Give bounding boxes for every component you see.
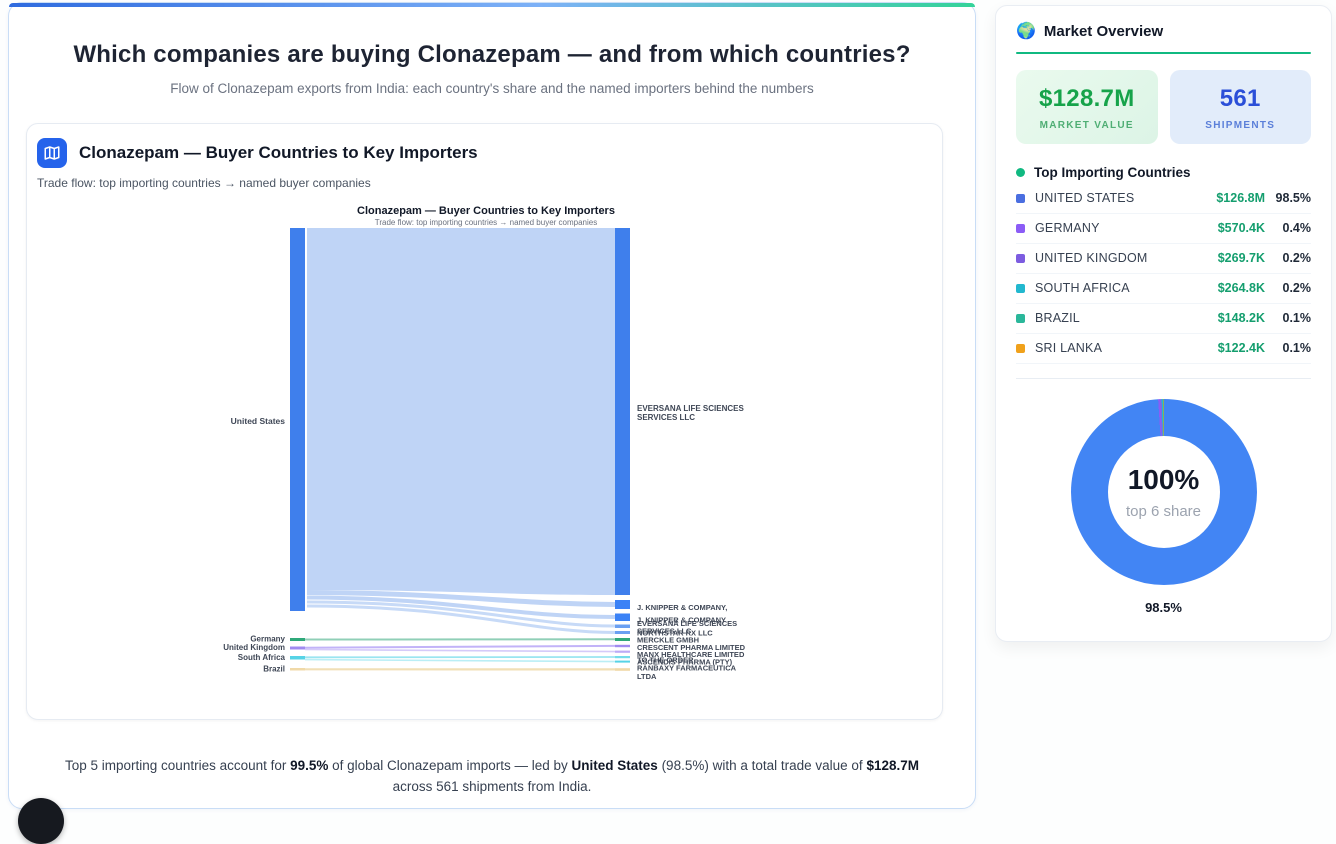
country-name: UNITED STATES	[1035, 191, 1206, 205]
globe-icon: 🌍	[1016, 24, 1036, 40]
label-eversana-line1: EVERSANA LIFE SCIENCES	[637, 404, 744, 413]
report-card: Which companies are buying Clonazepam — …	[8, 2, 976, 809]
country-value: $122.4K	[1218, 341, 1265, 355]
country-pct: 0.2%	[1275, 251, 1311, 265]
country-pct: 0.1%	[1275, 341, 1311, 355]
accent-gradient-bar	[9, 3, 975, 7]
country-row-germany: GERMANY $570.4K 0.4%	[1016, 214, 1311, 244]
sankey-chart-card: Clonazepam — Buyer Countries to Key Impo…	[26, 123, 943, 720]
summary-bold-value: $128.7M	[866, 758, 919, 773]
page-subtitle: Flow of Clonazepam exports from India: e…	[69, 81, 915, 96]
divider	[1016, 378, 1311, 379]
stats-row: $128.7M MARKET VALUE 561 SHIPMENTS	[1016, 70, 1311, 144]
summary-bold-country: United States	[572, 758, 658, 773]
donut-area: 100% top 6 share 98.5%	[1016, 399, 1311, 615]
node-ascendis	[615, 661, 630, 663]
node-manx	[615, 651, 630, 653]
donut-chart: 100% top 6 share	[1071, 399, 1257, 585]
label-united-states: United States	[231, 416, 286, 426]
market-overview-panel: 🌍 Market Overview $128.7M MARKET VALUE 5…	[995, 5, 1332, 642]
sankey-diagram: Clonazepam — Buyer Countries to Key Impo…	[27, 124, 942, 719]
floating-action-button[interactable]	[18, 798, 64, 844]
market-value: $128.7M	[1016, 85, 1158, 113]
list-title-text: Top Importing Countries	[1034, 165, 1190, 180]
market-overview-title: Market Overview	[1044, 23, 1163, 40]
green-dot-icon	[1016, 168, 1025, 177]
country-value: $269.7K	[1218, 251, 1265, 265]
country-pct: 0.2%	[1275, 281, 1311, 295]
country-name: SOUTH AFRICA	[1035, 281, 1208, 295]
node-germany	[290, 638, 305, 641]
label-brazil: Brazil	[263, 665, 285, 674]
node-to-the-order	[615, 656, 630, 658]
flow-sa-ascendis	[305, 660, 615, 662]
country-name: GERMANY	[1035, 221, 1208, 235]
label-united-kingdom: United Kingdom	[223, 643, 285, 652]
node-northstar	[615, 631, 630, 634]
page-title: Which companies are buying Clonazepam — …	[49, 41, 935, 69]
label-south-africa: South Africa	[238, 653, 286, 662]
market-overview-header: 🌍 Market Overview	[1016, 23, 1311, 40]
sankey-subtitle: Trade flow: top importing countries → na…	[375, 218, 597, 227]
shipments-label: SHIPMENTS	[1170, 120, 1312, 131]
country-value: $126.8M	[1216, 191, 1265, 205]
donut-center: 100% top 6 share	[1108, 436, 1220, 548]
country-color-swatch	[1016, 194, 1025, 203]
donut-callout: 98.5%	[1145, 600, 1182, 615]
shipments-value: 561	[1170, 85, 1312, 113]
country-pct: 0.1%	[1275, 311, 1311, 325]
donut-center-value: 100%	[1128, 464, 1200, 496]
node-south-africa	[290, 656, 305, 660]
country-color-swatch	[1016, 344, 1025, 353]
label-knipper1: J. KNIPPER & COMPANY,	[637, 603, 727, 612]
node-crescent	[615, 645, 630, 647]
country-name: BRAZIL	[1035, 311, 1208, 325]
summary-part4: across 561 shipments from India.	[393, 779, 592, 794]
country-color-swatch	[1016, 224, 1025, 233]
node-knipper1	[615, 600, 630, 609]
header-underline	[1016, 52, 1311, 54]
country-row-united-kingdom: UNITED KINGDOM $269.7K 0.2%	[1016, 244, 1311, 274]
flow-uk-manx	[305, 650, 615, 652]
country-row-brazil: BRAZIL $148.2K 0.1%	[1016, 304, 1311, 334]
market-value-label: MARKET VALUE	[1016, 120, 1158, 131]
sankey-title: Clonazepam — Buyer Countries to Key Impo…	[357, 205, 615, 217]
country-color-swatch	[1016, 314, 1025, 323]
flow-us-eversana	[307, 228, 615, 595]
summary-part1: Top 5 importing countries account for	[65, 758, 290, 773]
summary-text: Top 5 importing countries account for 99…	[45, 755, 939, 797]
top-importing-countries-title: Top Importing Countries	[1016, 165, 1311, 180]
country-color-swatch	[1016, 254, 1025, 263]
node-knipper2	[615, 614, 630, 622]
market-value-stat: $128.7M MARKET VALUE	[1016, 70, 1158, 144]
summary-bold-share: 99.5%	[290, 758, 328, 773]
country-pct: 0.4%	[1275, 221, 1311, 235]
summary-part2: of global Clonazepam imports — led by	[328, 758, 571, 773]
node-eversana2	[615, 625, 630, 629]
country-row-united-states: UNITED STATES $126.8M 98.5%	[1016, 184, 1311, 214]
node-brazil	[290, 668, 305, 671]
country-value: $570.4K	[1218, 221, 1265, 235]
label-eversana-line2: SERVICES LLC	[637, 413, 695, 422]
node-ranbaxy	[615, 668, 630, 671]
country-name: SRI LANKA	[1035, 341, 1208, 355]
node-united-states	[290, 228, 305, 611]
node-merckle	[615, 638, 630, 641]
shipments-stat: 561 SHIPMENTS	[1170, 70, 1312, 144]
country-row-sri-lanka: SRI LANKA $122.4K 0.1%	[1016, 334, 1311, 364]
summary-part3: (98.5%) with a total trade value of	[658, 758, 867, 773]
label-ranbaxy-line2: LTDA	[637, 672, 657, 681]
flow-uk-crescent	[305, 646, 615, 648]
country-color-swatch	[1016, 284, 1025, 293]
donut-center-label: top 6 share	[1126, 503, 1201, 520]
country-pct: 98.5%	[1275, 191, 1311, 205]
node-united-kingdom	[290, 647, 305, 650]
country-row-south-africa: SOUTH AFRICA $264.8K 0.2%	[1016, 274, 1311, 304]
node-eversana	[615, 228, 630, 595]
country-list: UNITED STATES $126.8M 98.5% GERMANY $570…	[1016, 184, 1311, 364]
country-value: $264.8K	[1218, 281, 1265, 295]
country-name: UNITED KINGDOM	[1035, 251, 1208, 265]
country-value: $148.2K	[1218, 311, 1265, 325]
